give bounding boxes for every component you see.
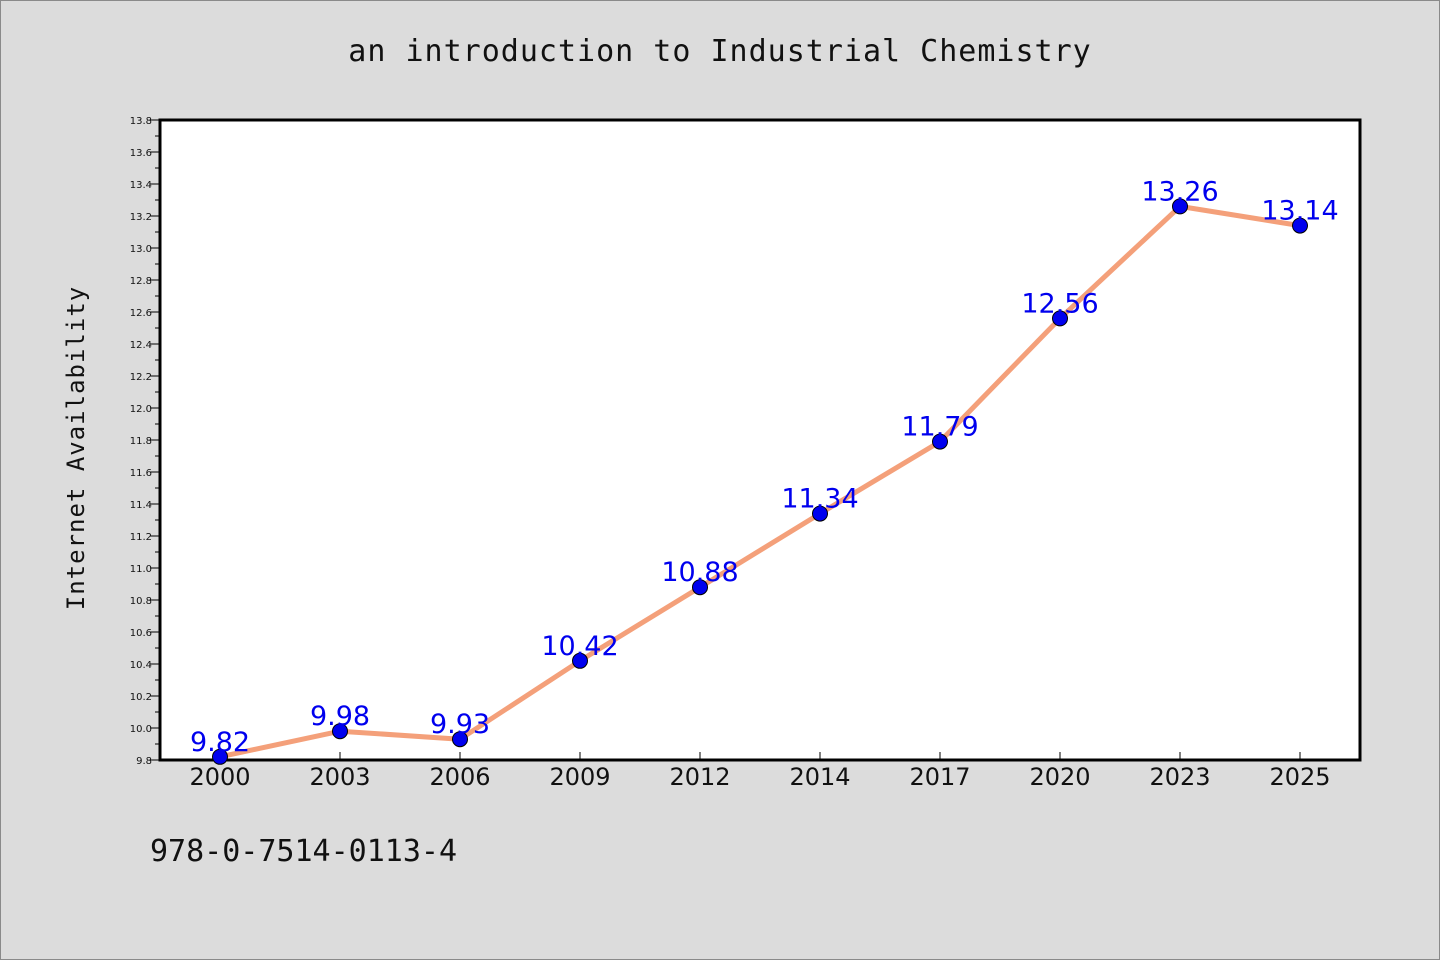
data-label: 9.82 (190, 727, 250, 758)
y-tick-label: 9.8 (136, 756, 152, 767)
data-point (1292, 217, 1308, 234)
y-tick-label: 12.8 (130, 276, 152, 287)
series-line (219, 203, 1301, 760)
y-tick-label: 13.6 (130, 148, 152, 159)
x-tick-label: 2014 (789, 763, 850, 791)
data-label: 10.88 (661, 557, 738, 588)
y-tick-label: 10.2 (130, 692, 152, 703)
y-tick-label: 11.4 (130, 500, 152, 511)
y-axis: 9.8 10.0 10.2 10.4 10.6 10.8 11.0 11.2 11.4 11.6 1… (130, 116, 160, 767)
data-label: 11.79 (901, 412, 978, 443)
y-tick-label: 10.4 (130, 660, 152, 671)
data-label: 10.42 (541, 631, 618, 662)
chart-title: an introduction to Industrial Chemistry (348, 34, 1092, 69)
y-tick-label: 12.6 (130, 308, 152, 319)
x-tick-label: 2009 (549, 763, 610, 791)
x-tick-label: 2012 (669, 763, 730, 791)
data-point (932, 433, 948, 450)
x-tick-label: 2006 (429, 763, 490, 791)
data-label: 11.34 (781, 484, 858, 515)
y-tick-label: 13.8 (130, 116, 152, 127)
data-label: 9.98 (310, 701, 370, 732)
data-point (1052, 310, 1068, 327)
x-tick-label: 2020 (1029, 763, 1090, 791)
data-point (1172, 198, 1188, 215)
y-axis-label: Internet Availability (62, 286, 90, 610)
data-point (812, 505, 828, 522)
x-tick-label: 2017 (909, 763, 970, 791)
y-tick-label: 13.4 (130, 180, 152, 191)
isbn-text: 978-0-7514-0113-4 (150, 834, 458, 869)
y-tick-label: 12.0 (130, 404, 152, 415)
y-tick-label: 11.0 (130, 564, 152, 575)
data-label: 12.56 (1021, 288, 1098, 319)
y-tick-label: 12.2 (130, 372, 152, 383)
x-tick-label: 2023 (1149, 763, 1210, 791)
x-tick-label: 2003 (309, 763, 370, 791)
y-tick-label: 11.2 (130, 532, 152, 543)
data-point (212, 748, 228, 765)
y-tick-label: 10.8 (130, 596, 152, 607)
y-tick-label: 11.8 (130, 436, 152, 447)
y-tick-label: 13.2 (130, 212, 152, 223)
data-point (692, 579, 708, 596)
y-tick-label: 12.4 (130, 340, 152, 351)
data-point (452, 731, 468, 748)
data-point (332, 723, 348, 740)
series: 9.82 9.98 9.93 10.42 10.88 11.34 11.79 12.56 13.… (190, 176, 1339, 765)
plot-area (158, 118, 1362, 762)
y-tick-label: 13.0 (130, 244, 152, 255)
y-tick-label: 10.6 (130, 628, 152, 639)
data-label: 13.14 (1261, 196, 1338, 227)
data-label: 9.93 (430, 709, 490, 740)
x-axis: 2000 2003 2006 2009 2012 2014 2017 2020 2023 2025 (189, 752, 1331, 791)
y-tick-label: 10.0 (130, 724, 152, 735)
data-point (572, 652, 588, 669)
x-tick-label: 2025 (1269, 763, 1330, 791)
y-tick-label: 11.6 (130, 468, 152, 479)
data-label: 13.26 (1141, 176, 1218, 207)
x-tick-label: 2000 (189, 763, 250, 791)
